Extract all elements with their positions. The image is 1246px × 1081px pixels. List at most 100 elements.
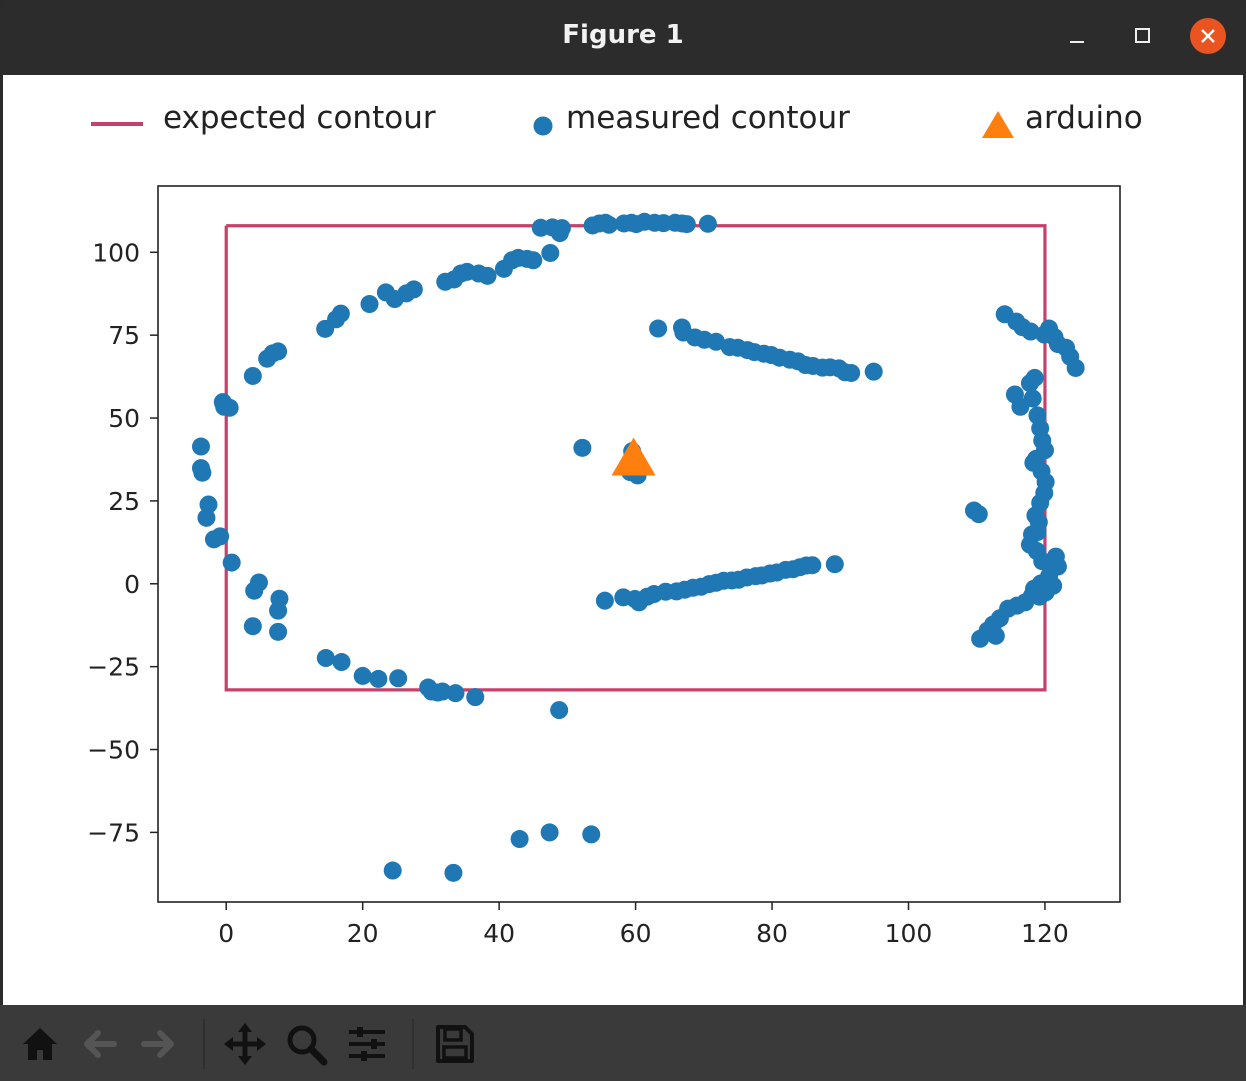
forward-button[interactable] <box>135 1021 181 1067</box>
measured-point <box>404 280 423 299</box>
measured-point <box>552 219 571 238</box>
scatter-plot: 0 20 40 60 80 100 120 −75 −50 −25 0 25 50 75 100 <box>87 185 1121 948</box>
measured-point <box>353 666 372 685</box>
measured-point <box>573 438 592 457</box>
legend-triangle-marker <box>982 111 1014 138</box>
legend-label-arduino: arduino <box>1025 100 1143 136</box>
measured-point <box>599 215 618 234</box>
minimize-button[interactable] <box>1059 18 1095 54</box>
save-icon <box>436 1025 474 1063</box>
close-icon <box>1201 29 1215 43</box>
measured-point <box>211 527 230 546</box>
measured-point <box>316 649 335 668</box>
back-icon <box>84 1030 117 1058</box>
measured-point <box>698 214 717 233</box>
x-tick-label: 0 <box>218 919 234 948</box>
measured-point <box>550 701 569 720</box>
minimize-icon <box>1070 41 1084 43</box>
measured-point <box>360 295 379 314</box>
figure-canvas[interactable]: expected contour measured contour arduin… <box>3 75 1243 1005</box>
measured-point <box>245 581 264 600</box>
measured-point <box>383 861 402 880</box>
measured-point <box>243 366 262 385</box>
measured-point <box>389 669 408 688</box>
back-button[interactable] <box>77 1021 123 1067</box>
measured-point <box>969 505 988 524</box>
x-tick-label: 120 <box>1021 919 1069 948</box>
window-titlebar[interactable]: Figure 1 <box>0 0 1246 75</box>
home-button[interactable] <box>17 1021 63 1067</box>
measured-point <box>220 398 239 417</box>
measured-point <box>193 463 212 482</box>
axes-frame <box>157 185 1121 903</box>
maximize-button[interactable] <box>1125 18 1161 54</box>
measured-point <box>269 622 288 641</box>
save-button[interactable] <box>432 1021 478 1067</box>
measured-point <box>1025 368 1044 387</box>
close-button[interactable] <box>1190 18 1226 54</box>
measured-point <box>825 555 844 574</box>
measured-point <box>478 266 497 285</box>
measured-point <box>971 629 990 648</box>
zoom-icon <box>287 1025 328 1066</box>
measured-point <box>1023 389 1042 408</box>
pan-button[interactable] <box>222 1021 268 1067</box>
measured-point <box>369 669 388 688</box>
window-title: Figure 1 <box>562 20 684 50</box>
measured-point <box>864 362 883 381</box>
home-icon <box>23 1028 57 1060</box>
measured-point <box>331 304 350 323</box>
measured-point <box>510 830 529 849</box>
y-tick-label: −75 <box>87 818 140 847</box>
measured-point <box>1048 557 1067 576</box>
measured-point <box>269 342 288 361</box>
measured-point <box>444 863 463 882</box>
y-tick-label: 100 <box>92 238 140 267</box>
legend-label-expected: expected contour <box>163 100 436 136</box>
measured-point <box>540 823 559 842</box>
x-tick-label: 20 <box>347 919 379 948</box>
measured-point <box>1021 322 1040 341</box>
y-tick-label: −50 <box>87 736 140 765</box>
toolbar-separator <box>412 1019 414 1069</box>
measured-point <box>332 653 351 672</box>
pan-icon <box>224 1023 266 1065</box>
x-tick-label: 80 <box>756 919 788 948</box>
forward-icon <box>141 1030 174 1058</box>
measured-point <box>595 591 614 610</box>
y-tick-label: 50 <box>108 404 140 433</box>
measured-point <box>446 684 465 703</box>
navigation-toolbar <box>0 1005 1246 1081</box>
measured-point <box>243 617 262 636</box>
measured-point <box>191 437 210 456</box>
measured-point <box>1044 576 1063 595</box>
configure-subplots-button[interactable] <box>344 1021 390 1067</box>
measured-point <box>707 332 726 351</box>
measured-point <box>803 556 822 575</box>
axes: 0 20 40 60 80 100 120 −75 −50 −25 0 25 50 75 100 <box>87 185 1121 948</box>
legend-circle-marker <box>533 116 553 136</box>
measured-point <box>582 825 601 844</box>
measured-point <box>677 215 696 234</box>
measured-point <box>269 601 288 620</box>
x-tick-label: 100 <box>885 919 933 948</box>
toolbar-separator <box>203 1019 205 1069</box>
measured-point <box>466 688 485 707</box>
measured-point <box>524 251 543 270</box>
measured-point <box>986 626 1005 645</box>
data-layer <box>191 212 1085 882</box>
maximize-icon <box>1135 28 1150 43</box>
y-tick-label: −25 <box>87 653 140 682</box>
zoom-button[interactable] <box>283 1021 329 1067</box>
x-tick-label: 60 <box>620 919 652 948</box>
measured-point <box>1033 552 1052 571</box>
measured-point <box>1066 358 1085 377</box>
y-tick-label: 25 <box>108 487 140 516</box>
measured-point <box>222 553 241 572</box>
x-tick-label: 40 <box>483 919 515 948</box>
measured-point <box>541 243 560 262</box>
measured-point <box>842 363 861 382</box>
measured-point <box>649 319 668 338</box>
y-tick-label: 0 <box>124 570 140 599</box>
legend-label-measured: measured contour <box>566 100 850 136</box>
